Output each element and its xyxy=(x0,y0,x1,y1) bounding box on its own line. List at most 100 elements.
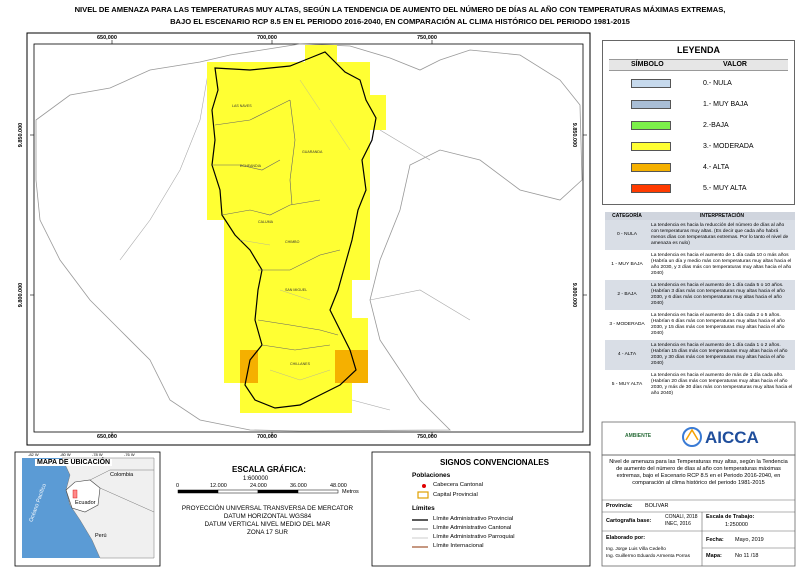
table-header: CATEGORÍA xyxy=(605,212,649,220)
brand-logo: AICCA xyxy=(705,428,759,447)
canton-label: SAN MIGUEL xyxy=(285,288,308,292)
title-line: BAJO EL ESCENARIO RCP 8.5 EN EL PERIODO … xyxy=(170,17,630,26)
signs-subtitle: Límites xyxy=(412,505,435,512)
category-cell: 1 - MUY BAJA xyxy=(611,262,643,268)
info-label: Cartografía base: xyxy=(606,518,652,524)
info-frame xyxy=(601,454,796,567)
grid-label: 650,000 xyxy=(97,35,117,41)
info-value: Ing. Guillermo Eduardo Armenta Porras xyxy=(606,554,690,559)
sign-label: Límite Internacional xyxy=(433,543,484,549)
description: Nivel de amenaza para las Temperaturas m… xyxy=(609,459,788,486)
country-label: Ecuador xyxy=(75,500,96,506)
interpretation-cell: La tendencia es hacia la reducción del n… xyxy=(649,220,795,250)
scale-tick: 48.000 xyxy=(330,483,347,489)
table-row: 2 - BAJA La tendencia es hacia el aumento… xyxy=(605,280,795,310)
legend-label: 1.- MUY BAJA xyxy=(703,101,748,108)
legend-swatch xyxy=(631,79,671,88)
table-row: 1 - MUY BAJA La tendencia es hacia el aum… xyxy=(605,250,795,280)
table-header: INTERPRETACIÓN xyxy=(649,212,795,220)
interpretation-cell: La tendencia es hacia el aumento de 1 dí… xyxy=(651,313,785,336)
legend-swatch xyxy=(631,100,671,109)
grid-label: 9.850.000 xyxy=(18,122,25,148)
info-value: 1:250000 xyxy=(725,522,748,528)
grid-label: 9.850.000 xyxy=(571,122,578,148)
neighbor-borders xyxy=(119,61,471,411)
country-label: Perú xyxy=(95,533,107,539)
legend-panel: LEYENDA SÍMBOLO VALOR 0.- NULA 1.- MUY BA… xyxy=(602,40,795,205)
sign-label: Cabecera Cantonal xyxy=(433,482,483,488)
lon-tick: -76 W xyxy=(124,452,135,457)
interpretation-cell: La tendencia es hacia el aumento de 1 dí… xyxy=(651,253,792,276)
projection-line: DATUM HORIZONTAL WGS84 xyxy=(223,513,312,520)
legend-value-header: VALOR xyxy=(723,61,747,68)
sign-label: Límite Administrativo Parroquial xyxy=(433,534,515,540)
category-cell: 3 - MODERADA xyxy=(609,322,645,328)
grid-label: 650,000 xyxy=(97,434,117,440)
info-value: Ing. Jorge Luis Villa Cedeño xyxy=(606,547,666,552)
info-value: Mayo, 2019 xyxy=(735,537,764,543)
category-cell: 0 - NULA xyxy=(605,220,649,250)
table-row: 4 - ALTA La tendencia es hacia el aumento… xyxy=(605,340,795,370)
legend-label: 0.- NULA xyxy=(703,80,732,87)
ministry-logo: AMBIENTE xyxy=(625,433,652,439)
interpretation-cell: La tendencia es hacia el aumento de 1 dí… xyxy=(649,280,795,310)
legend-header-row xyxy=(609,59,788,71)
sign-label: Límite Administrativo Provincial xyxy=(433,516,514,522)
scale-tick: 36.000 xyxy=(290,483,307,489)
scale-tick: 12.000 xyxy=(210,483,227,489)
info-label: Fecha: xyxy=(706,537,724,543)
grid-label: 700,000 xyxy=(257,35,277,41)
province-boundary xyxy=(211,51,377,409)
lon-tick: -78 W xyxy=(92,452,103,457)
legend-label: 3.- MODERADA xyxy=(703,143,754,150)
canton-label: CALUMA xyxy=(258,220,273,224)
location-title: MAPA DE UBICACIÓN xyxy=(35,459,113,466)
info-value: INEC, 2016 xyxy=(665,521,691,527)
scale-tick: 0 xyxy=(176,483,180,489)
legend-swatch xyxy=(631,142,671,151)
grid-label: 700,000 xyxy=(257,434,277,440)
country-borders xyxy=(89,469,155,513)
canton-label: CHIMBO xyxy=(285,240,300,244)
canton-label: CHILLANES xyxy=(290,362,310,366)
aicca-mark xyxy=(682,427,702,447)
table-row: 0 - NULA La tendencia es hacia la reducci… xyxy=(605,220,795,250)
capital-symbol xyxy=(417,491,429,499)
projection-line: DATUM VERTICAL NIVEL MEDIO DEL MAR xyxy=(204,521,331,528)
province-location xyxy=(72,489,78,499)
info-label: Escala de Trabajo: xyxy=(706,514,755,520)
table-row: 3 - MODERADA La tendencia es hacia el aum… xyxy=(605,310,795,340)
info-label: Provincia: xyxy=(606,503,633,509)
canton-label: GUARANDA xyxy=(302,150,323,154)
legend-swatch xyxy=(631,121,671,130)
info-label: Mapa: xyxy=(706,553,722,559)
projection-line: ZONA 17 SUR xyxy=(247,529,288,536)
sign-label: Capital Provincial xyxy=(433,492,478,498)
grid-label: 9.800.000 xyxy=(571,282,578,308)
signs-frame xyxy=(371,451,591,567)
signs-subtitle: Poblaciones xyxy=(412,472,451,479)
interpretation-cell: La tendencia es hacia el aumento de más … xyxy=(651,373,793,396)
legend-label: 5.- MUY ALTA xyxy=(703,185,747,192)
table-row: 5 - MUY ALTA La tendencia es hacia el aum… xyxy=(605,370,795,400)
grid-label: 750,000 xyxy=(417,35,437,41)
interpretation-table: CATEGORÍA INTERPRETACIÓN 0 - NULA La tend… xyxy=(605,212,795,400)
scale-title: ESCALA GRÁFICA: xyxy=(232,465,306,474)
scale-bar xyxy=(177,489,339,494)
interpretation-cell: La tendencia es hacia el aumento de 1 dí… xyxy=(649,340,795,370)
sign-label: Límite Administrativo Cantonal xyxy=(433,525,512,531)
legend-swatch xyxy=(631,184,671,193)
projection-line: PROYECCIÓN UNIVERSAL TRANSVERSA DE MERCA… xyxy=(181,505,354,512)
info-value: BOLIVAR xyxy=(645,503,669,509)
category-cell: 4 - ALTA xyxy=(605,340,649,370)
lon-tick: -80 W xyxy=(60,452,71,457)
legend-swatch xyxy=(631,163,671,172)
parish-boundaries xyxy=(239,79,351,381)
logo-frame xyxy=(601,421,796,456)
grid-label: 750,000 xyxy=(417,434,437,440)
canton-label: LAS NAVES xyxy=(232,104,252,108)
category-cell: 5 - MUY ALTA xyxy=(611,382,643,388)
legend-label: 4.- ALTA xyxy=(703,164,730,171)
